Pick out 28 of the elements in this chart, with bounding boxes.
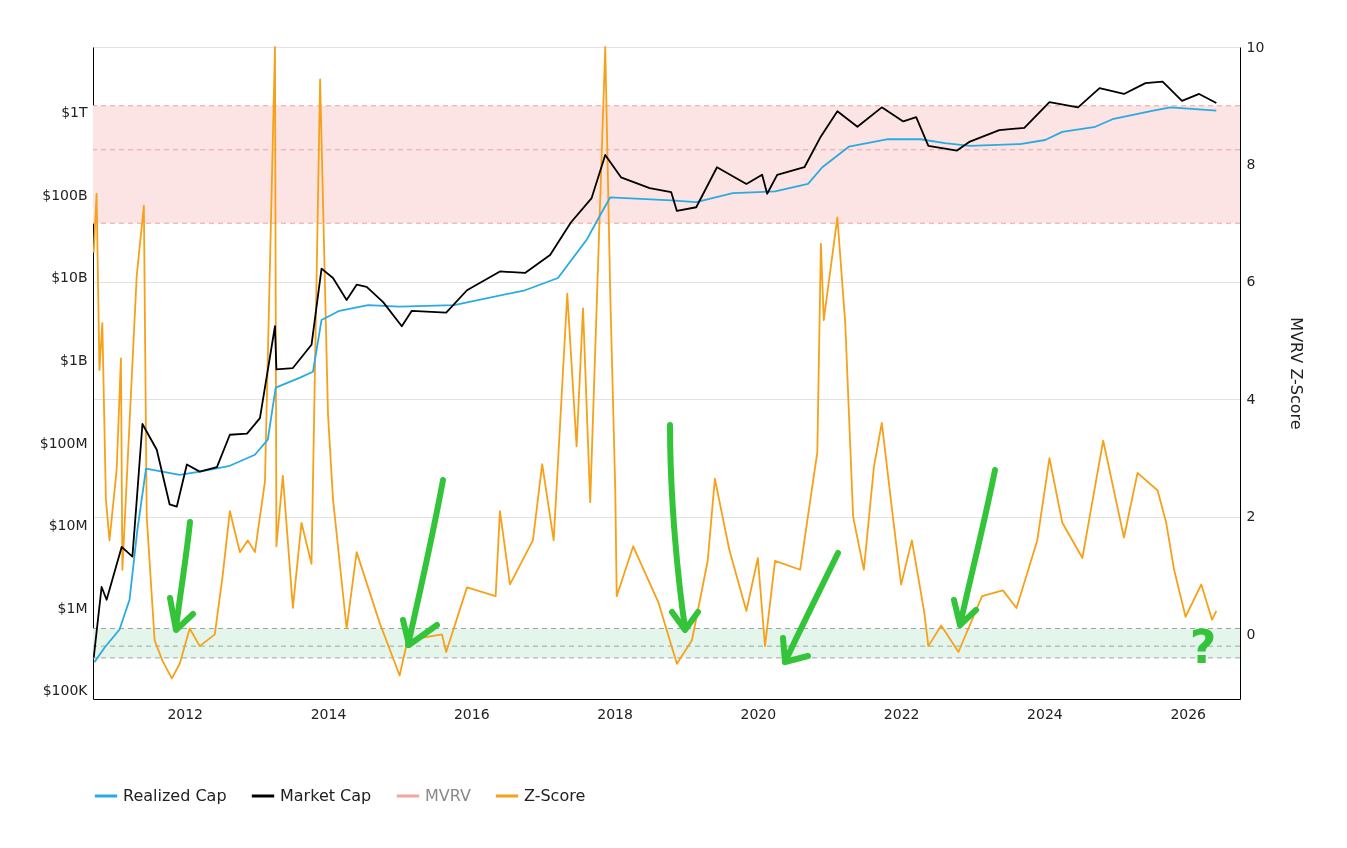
annotation: ? [1189,620,1217,674]
y-tick-label: $1T [61,104,88,121]
y-tick-label: $1M [57,599,88,616]
y2-tick-label: 10 [1246,38,1265,55]
x-tick-label: 2014 [310,705,347,722]
x-tick-label: 2016 [453,705,490,722]
y2-tick-label: 4 [1246,390,1256,407]
legend-label: Market Cap [280,786,372,805]
y2-tick-label: 2 [1246,508,1256,525]
y-tick-label: $100M [39,434,88,451]
y2-axis-title: MVRV Z-Score [1287,317,1307,430]
y-tick-label: $100B [42,186,88,203]
legend-label: MVRV [425,786,471,805]
y2-tick-label: 6 [1246,273,1256,290]
y-tick-label: $100K [42,682,89,699]
x-tick-label: 2012 [167,705,204,722]
y-tick-label: $1B [60,352,88,368]
y2-tick-label: 8 [1246,155,1256,172]
legend-label: Z-Score [524,786,586,805]
x-tick-label: 2018 [597,705,633,722]
x-tick-label: 2022 [883,705,920,722]
x-tick-label: 2020 [740,705,777,722]
y-tick-label: $10B [51,269,88,286]
x-tick-label: 2026 [1170,705,1207,722]
y-tick-label: $10M [48,517,88,534]
y2-tick-label: 0 [1246,625,1256,642]
x-tick-label: 2024 [1027,705,1063,722]
legend-label: Realized Cap [123,786,227,805]
